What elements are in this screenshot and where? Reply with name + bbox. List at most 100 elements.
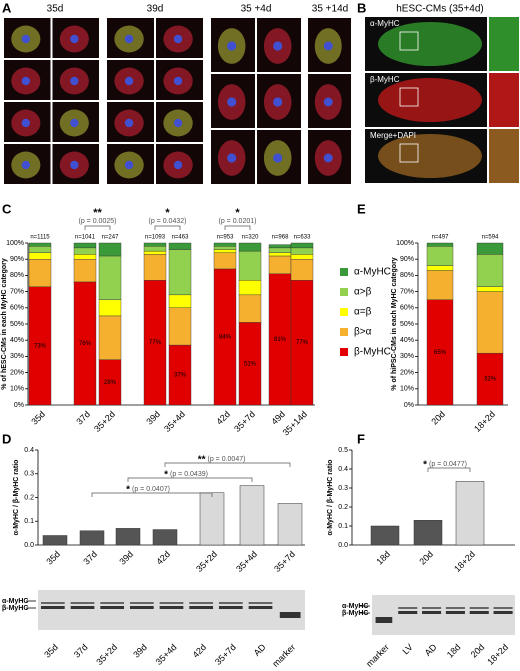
gel bbox=[372, 595, 515, 635]
significance-bracket bbox=[84, 225, 111, 230]
bar bbox=[115, 528, 141, 546]
y-tick-label: 30% bbox=[10, 353, 24, 360]
channel-label: α-MyHC bbox=[370, 19, 400, 28]
bar-segment bbox=[290, 247, 314, 255]
x-tick-label: 39d bbox=[117, 549, 135, 567]
n-label: n=247 bbox=[102, 235, 120, 241]
nucleus bbox=[21, 160, 31, 170]
gel-band bbox=[129, 606, 154, 609]
gel-band bbox=[40, 606, 65, 609]
bar-segment bbox=[238, 250, 262, 281]
gel-band bbox=[445, 611, 465, 614]
significance-stars: * bbox=[165, 207, 170, 219]
nucleus bbox=[173, 160, 183, 170]
x-tick-label: 18d bbox=[374, 549, 392, 567]
bar-segment bbox=[28, 242, 52, 247]
inset-box bbox=[399, 87, 419, 107]
gel-band bbox=[100, 606, 125, 609]
bar-segment bbox=[213, 242, 237, 247]
gel-band bbox=[248, 602, 273, 604]
y-tick-label: 90% bbox=[400, 256, 414, 263]
x-tick-label: 42d bbox=[154, 549, 172, 567]
nucleus bbox=[124, 76, 134, 86]
band-label: α-MyHC bbox=[2, 598, 28, 605]
legend-label: α-MyHC bbox=[354, 267, 391, 278]
bar-segment bbox=[426, 246, 454, 266]
nucleus bbox=[273, 97, 283, 107]
x-tick-label: 20d bbox=[429, 409, 447, 427]
bar-segment bbox=[426, 270, 454, 300]
bar-segment bbox=[143, 242, 167, 247]
nucleus bbox=[173, 34, 183, 44]
nucleus bbox=[21, 76, 31, 86]
significance-bracket bbox=[427, 467, 471, 472]
image-label: 35d bbox=[47, 4, 64, 15]
y-tick-label: 10% bbox=[10, 386, 24, 393]
p-value: (p = 0.0439) bbox=[170, 471, 208, 478]
data-label: 77% bbox=[296, 340, 309, 346]
inset bbox=[489, 73, 519, 127]
bar-segment bbox=[73, 242, 97, 249]
y-tick-label: 100% bbox=[396, 240, 414, 247]
bar-segment bbox=[238, 280, 262, 296]
gel-band bbox=[493, 611, 513, 614]
data-label: 51% bbox=[244, 361, 257, 367]
bar-segment bbox=[426, 242, 454, 247]
inset bbox=[489, 129, 519, 183]
lane-label: 39d bbox=[131, 642, 149, 660]
nucleus bbox=[70, 76, 79, 86]
bar-segment bbox=[213, 246, 237, 250]
nucleus bbox=[124, 34, 134, 44]
y-tick-label: 0.4 bbox=[24, 447, 34, 454]
bar bbox=[455, 481, 485, 546]
gel-band bbox=[375, 617, 393, 623]
y-tick-label: 0.2 bbox=[24, 494, 34, 501]
gel-band bbox=[218, 602, 243, 604]
lane-label: 35+4d bbox=[154, 642, 179, 667]
y-tick-label: 40% bbox=[10, 337, 24, 344]
bar-segment bbox=[476, 254, 504, 287]
y-tick-label: 0.3 bbox=[338, 485, 348, 492]
bar bbox=[239, 485, 265, 546]
x-tick-label: 37d bbox=[81, 549, 99, 567]
legend-swatch bbox=[340, 348, 348, 356]
y-tick-label: 0% bbox=[14, 402, 24, 409]
bar bbox=[152, 529, 178, 546]
band-label: β-MyHC bbox=[342, 610, 368, 617]
n-label: n=1115 bbox=[30, 235, 50, 241]
gel-band bbox=[70, 602, 95, 604]
bar-segment bbox=[476, 242, 504, 255]
y-tick-label: 40% bbox=[400, 337, 414, 344]
data-label: 81% bbox=[274, 337, 287, 343]
nucleus bbox=[70, 34, 79, 44]
y-axis-label: % of hiPSC-CMs in each MyHC category bbox=[391, 257, 398, 391]
bar-segment bbox=[168, 249, 192, 296]
n-label: n=1041 bbox=[75, 235, 96, 241]
significance-bracket bbox=[91, 492, 213, 497]
gel-band bbox=[469, 611, 489, 614]
y-tick-label: 0.5 bbox=[338, 447, 348, 454]
bar bbox=[79, 530, 105, 546]
lane-label: LV bbox=[400, 642, 414, 656]
gel-band bbox=[422, 611, 442, 614]
significance-bracket bbox=[154, 225, 181, 230]
gel-band bbox=[398, 611, 418, 614]
significance-stars: * bbox=[126, 485, 130, 496]
x-tick-label: 20d bbox=[417, 549, 435, 567]
legend-swatch bbox=[340, 268, 348, 276]
bar-segment bbox=[28, 252, 52, 260]
legend-swatch bbox=[340, 328, 348, 336]
x-tick-label: 42d bbox=[214, 409, 232, 427]
bar bbox=[199, 492, 225, 546]
bar-segment bbox=[213, 252, 237, 270]
x-tick-label: 35d bbox=[44, 549, 62, 567]
bar-segment bbox=[168, 242, 192, 250]
p-value: (p = 0.0407) bbox=[132, 486, 170, 493]
y-tick-label: 70% bbox=[400, 288, 414, 295]
cell bbox=[378, 134, 482, 178]
lane-label: 35+7d bbox=[213, 642, 238, 667]
bar-segment bbox=[98, 315, 122, 360]
panel-letter: D bbox=[2, 431, 11, 446]
p-value: (p = 0.0477) bbox=[429, 461, 467, 468]
